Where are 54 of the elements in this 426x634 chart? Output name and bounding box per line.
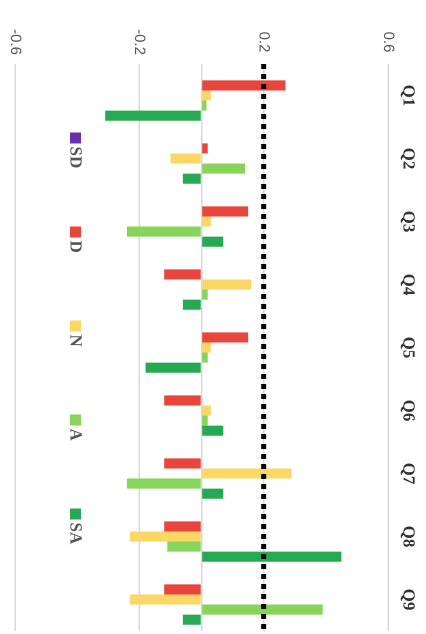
bar [202, 80, 286, 90]
legend-label: SD [66, 146, 86, 168]
bar [182, 174, 201, 184]
bar [167, 542, 201, 552]
bar [202, 90, 211, 101]
x-tick-label: -0.2 [131, 29, 148, 55]
bar [130, 531, 201, 542]
bar [202, 468, 292, 479]
bar [164, 269, 201, 280]
y-tick-label: Q1 [400, 84, 419, 106]
legend-label: N [66, 334, 86, 348]
y-tick-label: Q7 [400, 462, 419, 485]
bar [126, 478, 201, 489]
bar [202, 206, 248, 216]
bar [164, 458, 201, 468]
bar [202, 416, 208, 426]
bar [202, 352, 208, 363]
y-tick-label: Q6 [400, 400, 419, 422]
bar [126, 226, 201, 237]
x-tick-label: -0.6 [6, 29, 24, 55]
bar [105, 110, 201, 121]
bar [170, 153, 201, 164]
bar [182, 300, 201, 310]
legend-label: D [66, 240, 86, 253]
bar [202, 279, 252, 290]
y-tick-label: Q4 [400, 274, 419, 296]
x-tick-label: 0.2 [256, 32, 273, 52]
bar [202, 405, 211, 416]
y-tick-label: Q3 [400, 210, 419, 232]
bar [202, 236, 224, 247]
bar [202, 552, 342, 562]
bar [202, 426, 224, 436]
bar [202, 488, 224, 499]
legend-label: SA [66, 522, 86, 545]
bar [202, 164, 246, 174]
bar [164, 584, 201, 594]
legend-label: A [66, 428, 86, 442]
bar [146, 362, 201, 373]
bar [202, 604, 323, 615]
y-tick-label: Q5 [400, 336, 419, 358]
y-tick-label: Q8 [400, 526, 419, 548]
bar [182, 614, 201, 625]
bar [130, 594, 201, 605]
bar [202, 143, 208, 154]
bar [164, 395, 201, 406]
bar [202, 100, 206, 111]
y-tick-label: Q2 [400, 148, 419, 170]
bar [202, 332, 248, 342]
bar [202, 290, 208, 300]
bar [202, 216, 211, 227]
bar [164, 521, 201, 532]
y-tick-label: Q9 [400, 588, 419, 610]
bar [202, 342, 211, 353]
x-tick-label: 0.6 [380, 32, 397, 52]
